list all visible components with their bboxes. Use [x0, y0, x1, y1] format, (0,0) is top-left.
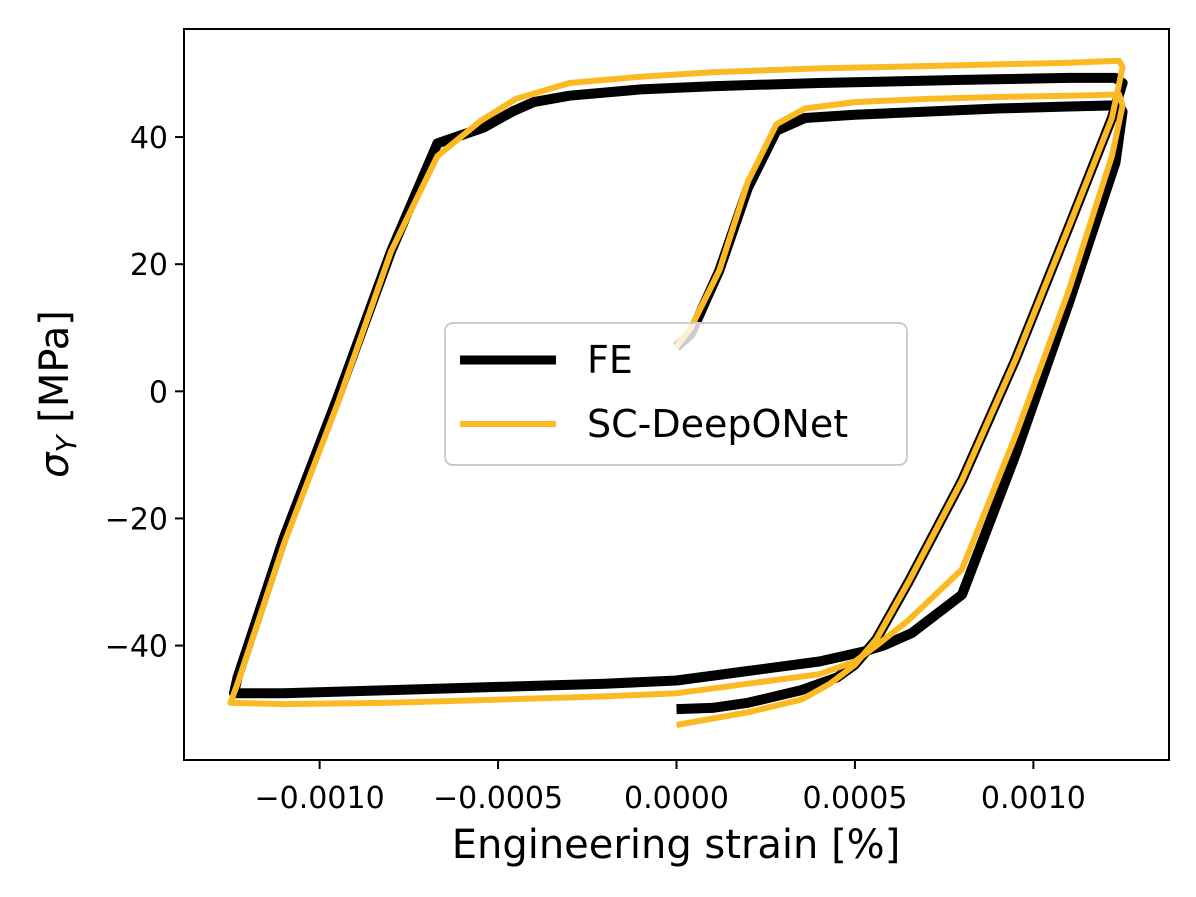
- x-tick-label: 0.0005: [802, 781, 907, 816]
- y-axis: −40 −20 0 20 40: [105, 121, 184, 665]
- y-axis-label: σY [MPa]: [32, 310, 83, 478]
- plot-area: [227, 57, 1128, 728]
- x-axis-label: Engineering strain [%]: [452, 822, 901, 868]
- x-tick-label: −0.0010: [255, 781, 385, 816]
- legend-frame: [444, 322, 908, 466]
- y-tick-label: −20: [105, 502, 168, 537]
- x-axis: −0.0010 −0.0005 0.0000 0.0005 0.0010: [255, 760, 1086, 816]
- x-tick-label: 0.0010: [981, 781, 1086, 816]
- y-tick-label: −40: [105, 630, 168, 665]
- legend-label-sc-deeponet: SC-DeepONet: [587, 402, 848, 446]
- y-axis-label-symbol: σ: [32, 451, 78, 478]
- series-line-sc-deeponet: [227, 57, 1126, 728]
- legend: FE SC-DeepONet: [444, 322, 908, 466]
- y-axis-label-unit: [MPa]: [32, 310, 78, 435]
- legend-label-fe: FE: [587, 338, 633, 382]
- y-tick-label: 20: [130, 248, 168, 283]
- y-axis-label-subscript: Y: [50, 434, 83, 453]
- y-tick-label: 0: [149, 375, 168, 410]
- x-tick-label: −0.0005: [433, 781, 563, 816]
- x-tick-label: 0.0000: [624, 781, 729, 816]
- series-layer: [227, 57, 1128, 728]
- y-tick-label: 40: [130, 121, 168, 156]
